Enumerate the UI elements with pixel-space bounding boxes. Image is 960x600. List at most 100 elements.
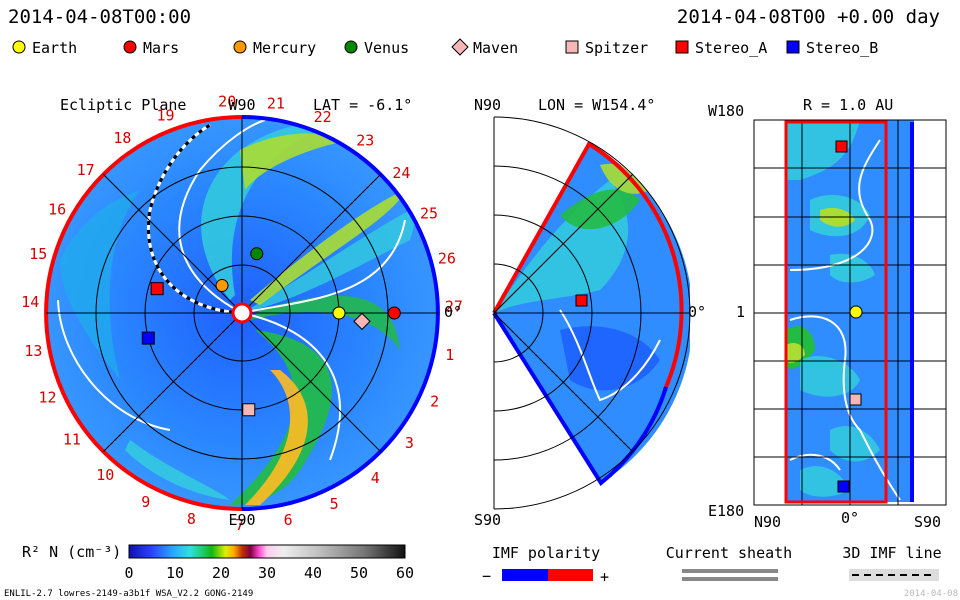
meridional-title: LON = W154.4° [538,96,655,114]
meridional-bottom-label: S90 [474,511,501,529]
imf-line-title: 3D IMF line [842,544,941,562]
imf-polarity-key: IMF polarity − + [482,544,609,586]
colorbar-tick-label: 40 [304,564,322,582]
carrington-number: 23 [356,132,374,150]
mer-stereo-a-marker [575,294,588,307]
carrington-number: 16 [48,200,66,218]
ecliptic-mercury-marker [215,279,229,293]
meridional-top-label: N90 [474,96,501,114]
carrington-number: 1 [445,346,454,364]
colorbar-tick-label: 20 [212,564,230,582]
carrington-number: 24 [392,164,410,182]
carrington-number: 13 [24,342,42,360]
carrington-number: 17 [77,161,95,179]
ecliptic-lat: LAT = -6.1° [313,96,412,114]
rad-stereo-a-marker [835,140,848,153]
ecliptic-top-label: W90 [228,96,255,114]
rad-stereo-b-marker [837,480,850,493]
legend-earth-marker [12,40,26,54]
carrington-number: 4 [371,469,380,487]
legend-mars-label: Mars [143,39,179,57]
legend-maven-label: Maven [473,39,518,57]
colorbar-tick-label: 10 [166,564,184,582]
carrington-number: 9 [141,493,150,511]
legend-stereo-a-label: Stereo_A [695,39,767,57]
colorbar: R² N (cm⁻³) 0 10 20 30 40 50 60 [22,543,414,582]
imf-title: IMF polarity [492,544,600,562]
imf-minus: − [482,567,491,585]
legend-earth-label: Earth [32,39,77,57]
datetime-title: 2014-04-08T00:00 [8,6,191,28]
ecliptic-mars-marker [387,306,401,320]
current-sheath-key: Current sheath [666,544,792,581]
imf-line-key: 3D IMF line [842,544,942,581]
ecliptic-right-label: 0° [444,303,462,321]
colorbar-tick-label: 60 [396,564,414,582]
carrington-number: 2 [430,393,439,411]
radial-top-label: W180 [708,102,744,120]
legend-mercury-label: Mercury [253,39,316,57]
legend-stereo-b-marker [786,40,800,54]
radial-x-label-0: N90 [754,513,781,531]
ecliptic-maven-marker [353,312,371,331]
colorbar-tick-label: 50 [350,564,368,582]
radial-mid-label: 1 [736,303,745,321]
carrington-number: 12 [38,388,56,406]
colorbar-ticks: 0 10 20 30 40 50 60 [124,564,414,582]
radial-bottom-label: E180 [708,502,744,520]
legend-spitzer-marker [565,40,579,54]
ecliptic-stereo-b-marker [141,331,155,345]
footer-model: ENLIL-2.7 lowres-2149-a3b1f WSA_V2.2 GON… [4,589,253,599]
carrington-number: 26 [438,250,456,268]
colorbar-tick-label: 0 [124,564,133,582]
run-time-title: 2014-04-08T00 +0.00 day [677,6,940,28]
carrington-number: 20 [218,93,236,111]
ecliptic-venus-marker [250,247,264,261]
ecliptic-bottom-label: E90 [228,511,255,529]
radial-x-label-2: S90 [914,513,941,531]
carrington-number: 5 [330,495,339,513]
ecliptic-panel: 20 21222324252627123456789101112131415161… [21,93,463,534]
legend-stereo-a-marker [675,40,689,54]
imf-plus: + [600,568,609,586]
colorbar-tick-label: 30 [258,564,276,582]
legend-venus-label: Venus [364,39,409,57]
carrington-number: 3 [405,434,414,452]
carrington-number: 27 [445,298,463,316]
carrington-number: 22 [314,108,332,126]
carrington-number: 15 [29,245,47,263]
body-markers [141,247,401,417]
legend-mercury-marker [233,40,247,54]
ecliptic-earth-marker [332,306,346,320]
ecliptic-stereo-a-marker [150,282,164,296]
radial-x-label-1: 0° [841,509,859,527]
legend: Earth Mars Mercury Venus Maven Spitzer Stereo_… [12,38,878,57]
ecliptic-title: Ecliptic Plane [60,96,186,114]
carrington-number: 14 [21,293,39,311]
carrington-number: 11 [63,431,81,449]
carrington-number: 7 [235,516,244,534]
radial-panel: W180 R = 1.0 AU 1 E180 N90 0° S90 [708,96,947,531]
footer-right: 2014-04-08 [904,589,958,599]
carrington-numbers: 20 21222324252627123456789101112131415161… [21,93,463,534]
meridional-right-label: 0° [688,303,706,321]
carrington-number: 19 [157,106,175,124]
carrington-number: 6 [284,511,293,529]
legend-maven-marker [451,38,469,56]
carrington-number: 10 [96,466,114,484]
legend-venus-marker [344,40,358,54]
carrington-number: 8 [187,510,196,528]
radial-title: R = 1.0 AU [803,96,893,114]
sheath-title: Current sheath [666,544,792,562]
meridional-panel: N90 LON = W154.4° S90 0° [474,96,706,529]
rad-spitzer-marker [849,393,862,406]
rad-earth-marker [849,305,863,319]
legend-mars-marker [123,40,137,54]
ecliptic-spitzer-marker [242,403,256,417]
carrington-number: 25 [420,204,438,222]
legend-spitzer-label: Spitzer [585,39,648,57]
carrington-number: 18 [113,129,131,147]
legend-stereo-b-label: Stereo_B [806,39,878,57]
carrington-number: 21 [267,95,285,113]
